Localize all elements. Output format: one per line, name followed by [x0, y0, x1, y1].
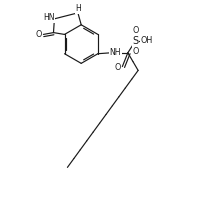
Text: O: O [114, 63, 121, 72]
Text: HN: HN [43, 13, 55, 22]
Text: O: O [133, 47, 139, 56]
Text: O: O [132, 26, 139, 35]
Text: O: O [35, 30, 41, 39]
Text: OH: OH [141, 36, 153, 45]
Text: S: S [132, 36, 139, 46]
Text: NH: NH [110, 48, 121, 57]
Text: H: H [75, 4, 81, 13]
